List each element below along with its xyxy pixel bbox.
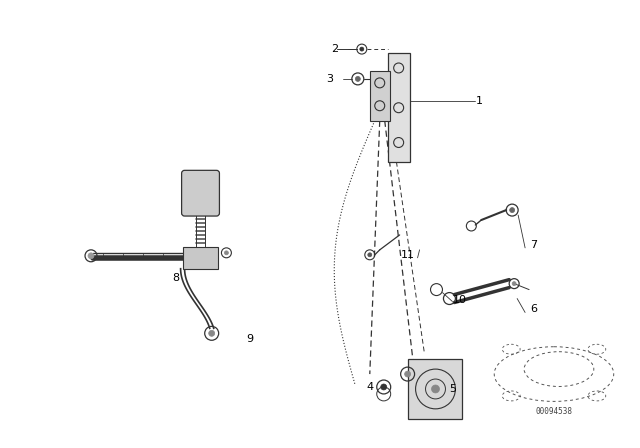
Text: 8: 8 xyxy=(172,273,179,283)
Text: 6: 6 xyxy=(531,305,538,314)
Text: 3: 3 xyxy=(326,74,333,84)
Text: 1: 1 xyxy=(476,96,483,106)
Text: 11: 11 xyxy=(401,250,415,260)
Bar xyxy=(370,71,390,121)
Circle shape xyxy=(355,77,360,82)
Bar xyxy=(408,359,462,419)
Text: 2: 2 xyxy=(332,44,339,54)
Text: 9: 9 xyxy=(247,334,254,344)
Text: 00094538: 00094538 xyxy=(536,407,573,416)
Circle shape xyxy=(431,385,440,393)
Text: 7: 7 xyxy=(531,240,538,250)
FancyBboxPatch shape xyxy=(182,170,220,216)
Text: 4: 4 xyxy=(366,382,373,392)
Text: 5: 5 xyxy=(449,384,456,394)
Bar xyxy=(388,53,410,162)
Circle shape xyxy=(225,251,228,255)
Circle shape xyxy=(509,207,515,212)
Circle shape xyxy=(368,253,372,257)
Circle shape xyxy=(381,384,387,390)
Circle shape xyxy=(404,371,411,377)
Circle shape xyxy=(209,330,214,336)
Circle shape xyxy=(512,282,516,286)
Circle shape xyxy=(88,253,94,259)
Circle shape xyxy=(360,47,364,51)
Text: 10: 10 xyxy=(452,294,467,305)
Bar xyxy=(182,247,218,269)
